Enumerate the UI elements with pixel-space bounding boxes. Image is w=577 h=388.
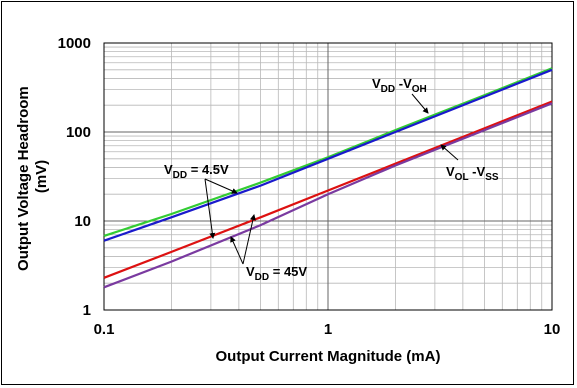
annotation-arrow-vdd-45-2 xyxy=(242,214,256,265)
y-axis-title-line1: Output Voltage Headroom xyxy=(15,86,32,271)
y-axis-title: Output Voltage Headroom (mV) xyxy=(15,82,50,271)
y-tick-label: 1 xyxy=(83,302,91,319)
y-tick-label: 100 xyxy=(66,124,91,141)
annotations: VDD -VOH VOL -VSS VDD = 4.5V VDD = 45V xyxy=(164,76,499,283)
x-tick-label: 0.1 xyxy=(94,321,115,338)
series-layer xyxy=(103,67,553,289)
series-line-2 xyxy=(103,68,553,242)
x-tick-label: 10 xyxy=(544,321,561,338)
y-tick-label: 1000 xyxy=(58,35,91,52)
annotation-vdd-voh: VDD -VOH xyxy=(372,76,427,95)
annotation-vdd-45: VDD = 45V xyxy=(246,264,307,283)
x-tick-label: 1 xyxy=(324,321,332,338)
annotation-vdd-4p5: VDD = 4.5V xyxy=(164,162,229,181)
annotation-arrow-vdd-4p5-1 xyxy=(204,178,238,194)
plot-area xyxy=(103,42,553,311)
annotation-arrow-vol-vss-1 xyxy=(440,144,459,161)
series-line-3 xyxy=(103,100,553,279)
annotation-arrow-vdd-voh-1 xyxy=(411,93,429,114)
annotation-arrow-vdd-4p5-2 xyxy=(204,178,216,239)
annotation-arrow-vdd-45-1 xyxy=(230,236,244,265)
series-line-1 xyxy=(103,67,553,237)
y-axis-title-line2: (mV) xyxy=(33,160,50,193)
x-axis-title: Output Current Magnitude (mA) xyxy=(216,348,441,365)
y-tick-label: 10 xyxy=(74,213,91,230)
annotation-vol-vss: VOL -VSS xyxy=(446,164,499,183)
series-line-4 xyxy=(103,102,553,289)
